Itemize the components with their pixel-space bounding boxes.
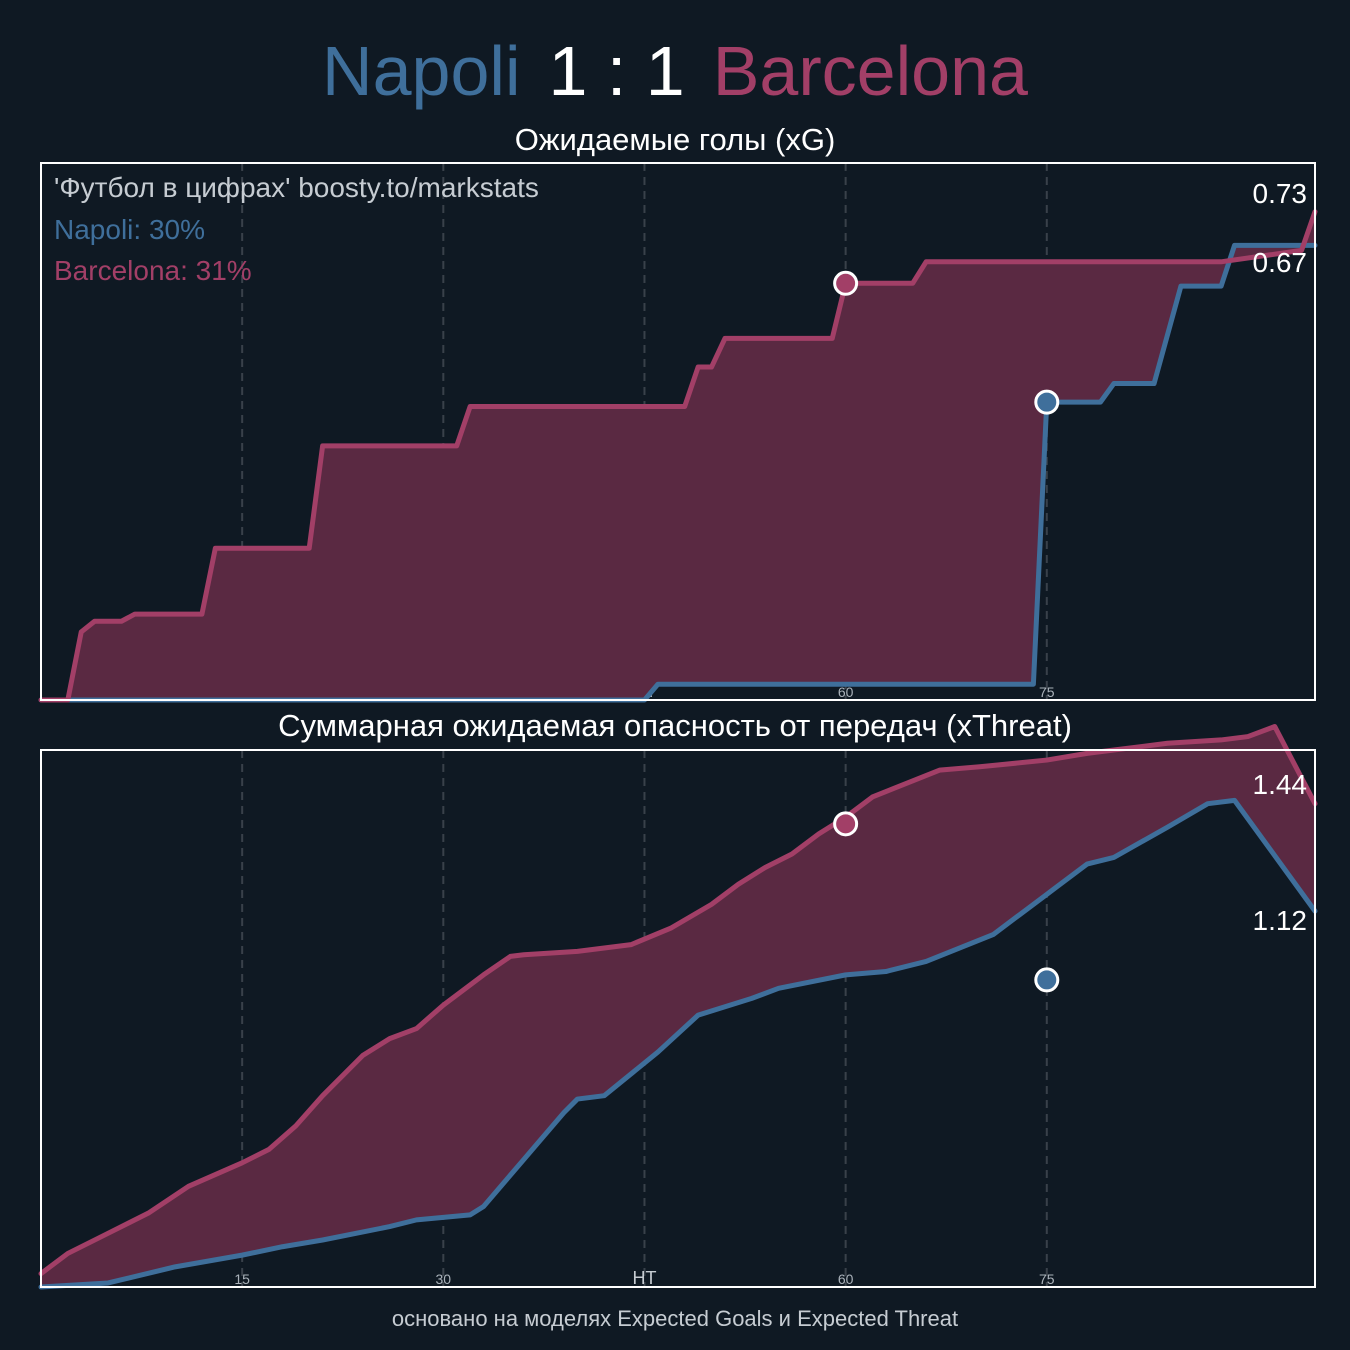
xg-frame <box>40 162 1316 701</box>
xt-tick-label: 60 <box>838 1271 854 1287</box>
xt-away-goal-marker <box>833 811 859 837</box>
xg-home-line <box>38 242 1318 703</box>
xg-tick-label: 75 <box>1039 684 1055 700</box>
xt-home-line <box>38 797 1318 1290</box>
xt-chart: 15 30 HT 60 75 1.44 1.12 <box>38 724 1318 1290</box>
credit-text: 'Футбол в цифрах' boosty.to/markstats <box>54 172 539 203</box>
footer-note: основано на моделях Expected Goals и Exp… <box>391 1306 959 1331</box>
xg-chart-title: Ожидаемые голы (xG) <box>514 122 836 157</box>
match-header: Napoli 1 : 1 Barcelona <box>0 26 1350 116</box>
xt-home-goal-marker <box>1034 967 1060 993</box>
xt-tick-label: 15 <box>234 1271 250 1287</box>
xg-gap-area <box>41 211 1315 701</box>
xt-gap-area <box>41 726 1315 1287</box>
xt-frame <box>40 749 1316 1288</box>
xt-tick-label: 75 <box>1039 1271 1055 1287</box>
xt-away-line <box>38 724 1318 1277</box>
away-team-name: Barcelona <box>712 32 1028 110</box>
xg-tick-label: 60 <box>838 684 854 700</box>
xg-away-line <box>38 209 1318 703</box>
xg-away-goal-marker <box>833 270 859 296</box>
xg-end-label: 0.67 <box>1253 247 1308 278</box>
xt-tick-label: HT <box>632 1268 656 1288</box>
home-team-name: Napoli <box>322 32 521 110</box>
xt-tick-label: 30 <box>436 1271 452 1287</box>
away-win-prob: Barcelona: 31% <box>54 255 252 286</box>
xt-end-label: 1.12 <box>1253 905 1308 936</box>
xg-end-label: 0.73 <box>1253 178 1308 209</box>
xt-chart-title: Суммарная ожидаемая опасность от передач… <box>278 708 1072 743</box>
xg-chart: 1530HT60750.730.67 <box>38 162 1318 703</box>
home-win-prob: Napoli: 30% <box>54 214 205 245</box>
xt-end-label: 1.44 <box>1253 769 1308 800</box>
xg-home-goal-marker <box>1034 389 1060 415</box>
match-score: 1 : 1 <box>548 32 685 110</box>
